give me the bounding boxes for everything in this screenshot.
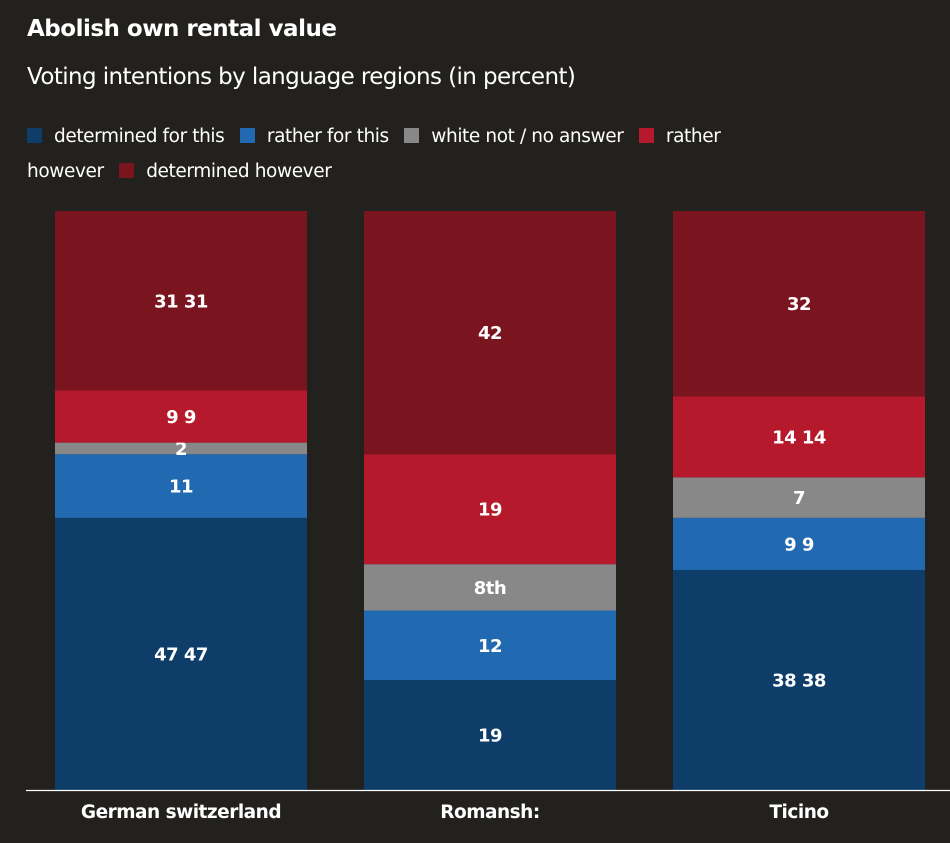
bar-segment-german-switzerland-determined-however[interactable]: [55, 211, 307, 391]
data-label-romansh-rather-however: 19: [478, 500, 502, 521]
bar-segment-romansh-white-not-no-answer[interactable]: [364, 564, 616, 611]
bar-segment-ticino-determined-however[interactable]: [673, 211, 925, 397]
legend-swatch: [638, 128, 654, 143]
bar-segment-romansh-rather-however[interactable]: [364, 454, 616, 565]
bar-segment-romansh-determined-for-this[interactable]: [364, 679, 616, 790]
data-label-ticino-determined-for-this: 38 38: [772, 670, 826, 691]
legend: determined for this rather for this whit…: [27, 119, 767, 189]
bar-segment-german-switzerland-white-not-no-answer[interactable]: [55, 442, 307, 455]
chart-title: Abolish own rental value: [27, 16, 337, 42]
data-label-german-switzerland-white-not-no-answer: 2: [175, 439, 187, 460]
legend-label: white not / no answer: [431, 126, 624, 147]
bar-segment-ticino-white-not-no-answer[interactable]: [673, 477, 925, 518]
bar-segment-ticino-determined-for-this[interactable]: [673, 569, 925, 790]
legend-label: rather however: [27, 126, 721, 182]
data-label-german-switzerland-rather-for-this: 11: [169, 477, 193, 498]
category-labels: German switzerland Romansh: Ticino: [81, 802, 829, 823]
data-label-german-switzerland-determined-for-this: 47 47: [154, 644, 208, 665]
legend-swatch: [27, 128, 42, 143]
legend-item-rather-for[interactable]: rather for this: [239, 126, 389, 147]
data-label-german-switzerland-determined-however: 31 31: [154, 291, 208, 312]
data-label-ticino-determined-however: 32: [787, 294, 811, 315]
data-label-romansh-determined-however: 42: [478, 323, 502, 344]
category-label-ticino: Ticino: [769, 802, 828, 823]
legend-swatch: [239, 128, 255, 143]
bar-segment-romansh-rather-for-this[interactable]: [364, 610, 616, 680]
legend-item-no-answer[interactable]: white not / no answer: [404, 126, 624, 147]
legend-item-rather-against[interactable]: rather however: [27, 126, 721, 182]
data-label-ticino-white-not-no-answer: 7: [793, 488, 805, 509]
data-label-ticino-rather-however: 14 14: [772, 427, 826, 448]
legend-item-determined-for[interactable]: determined for this: [27, 126, 225, 147]
chart-subtitle: Voting intentions by language regions (i…: [27, 64, 576, 90]
category-label-german-switzerland: German switzerland: [81, 802, 281, 823]
legend-label: rather for this: [266, 126, 389, 147]
data-label-romansh-white-not-no-answer: 8th: [474, 578, 506, 599]
legend-item-determined-against[interactable]: determined however: [119, 161, 332, 182]
bar-segment-german-switzerland-rather-however[interactable]: [55, 390, 307, 443]
legend-label: determined however: [146, 161, 332, 182]
bar-segment-ticino-rather-however[interactable]: [673, 396, 925, 478]
data-label-romansh-rather-for-this: 12: [478, 636, 502, 657]
bar-segment-german-switzerland-rather-for-this[interactable]: [55, 454, 307, 518]
category-label-romansh: Romansh:: [440, 802, 539, 823]
legend-label: determined for this: [54, 126, 225, 147]
bars-group: 47 47 11 2 9 9 31 31 19 12 8th 19 42 38 38 9 9 7 14 1…: [55, 211, 925, 790]
data-label-ticino-rather-for-this: 9 9: [784, 534, 814, 555]
legend-swatch: [404, 128, 420, 143]
bar-segment-romansh-determined-however[interactable]: [364, 211, 616, 455]
bar-segment-german-switzerland-determined-for-this[interactable]: [55, 517, 307, 790]
bar-segment-ticino-rather-for-this[interactable]: [673, 517, 925, 570]
data-label-romansh-determined-for-this: 19: [478, 726, 502, 747]
data-label-german-switzerland-rather-however: 9 9: [166, 407, 196, 428]
legend-swatch: [119, 163, 135, 178]
